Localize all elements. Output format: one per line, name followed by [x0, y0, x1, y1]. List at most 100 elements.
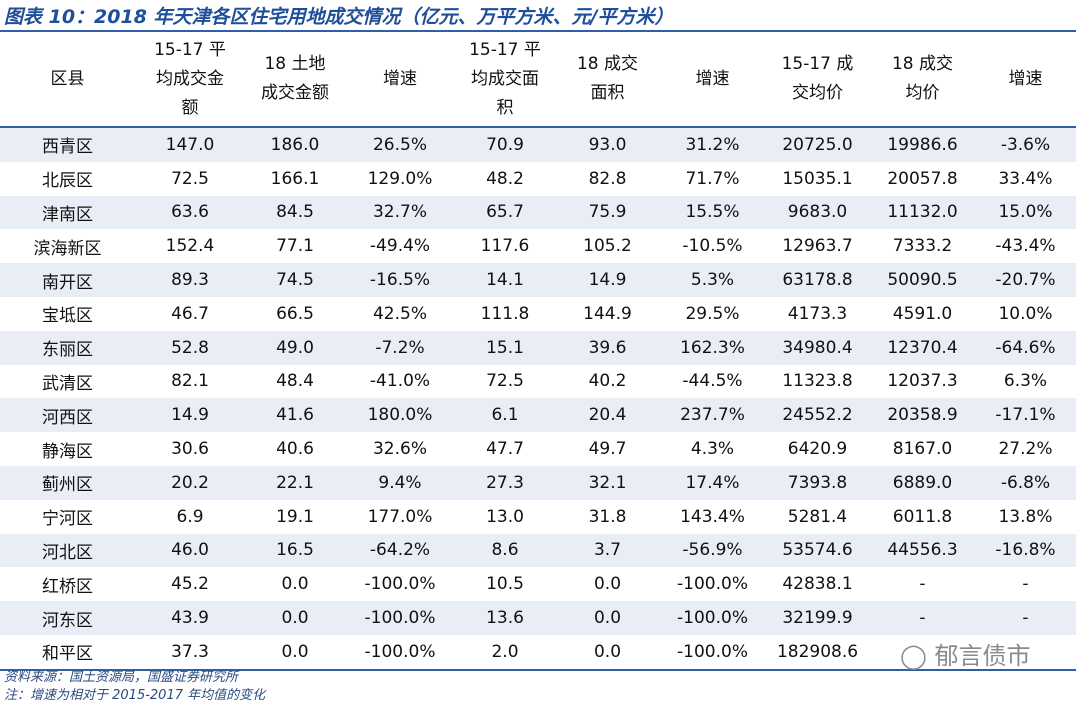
header-cell: 增速 — [975, 31, 1076, 128]
watermark-text: 郁言债市 — [934, 642, 1031, 670]
value-cell: 19.1 — [276, 506, 314, 527]
value-cell: 12963.7 — [782, 236, 853, 257]
value-cell: 13.6 — [455, 601, 555, 635]
value-cell: 11132.0 — [870, 195, 975, 230]
value-cell: -43.4% — [995, 236, 1056, 257]
value-cell: 71.7% — [685, 168, 740, 189]
value-cell: 6.9 — [176, 506, 204, 527]
value-cell: 105.2 — [583, 236, 632, 257]
value-cell: 44556.3 — [870, 533, 975, 568]
value-cell: 93.0 — [555, 127, 660, 162]
value-cell: 82.1 — [171, 371, 209, 392]
header-cell: 增速 — [660, 31, 765, 128]
value-cell: -44.5% — [682, 371, 743, 392]
value-cell: 13.8% — [998, 506, 1053, 527]
header-line: 均成交金 — [156, 68, 224, 89]
value-cell: 82.8 — [588, 168, 627, 189]
header-line: 15-17 平 — [469, 39, 541, 60]
value-cell: 143.4% — [680, 506, 745, 527]
value-cell: 77.1 — [276, 236, 314, 257]
value-cell: 74.5 — [245, 263, 345, 297]
value-cell: 84.5 — [245, 195, 345, 230]
value-cell: 152.4 — [165, 236, 215, 257]
district-cell: 河西区 — [0, 398, 135, 433]
value-cell: 70.9 — [455, 127, 555, 162]
value-cell: 6011.8 — [892, 506, 953, 527]
value-cell: 47.7 — [486, 439, 524, 460]
value-cell: 34980.4 — [765, 330, 870, 365]
value-cell: 0.0 — [555, 601, 660, 635]
value-cell: 14.1 — [455, 263, 555, 297]
table-row: 和平区 37.3 0.0 -100.0% 2.0 0.0 -100.0% 182908.6 — [0, 635, 1076, 670]
value-cell: 52.8 — [135, 330, 245, 365]
value-cell: 26.5% — [345, 127, 455, 162]
district-cell: 河东区 — [0, 601, 135, 635]
value-cell: 4173.3 — [787, 303, 848, 324]
value-cell: 41.6 — [245, 398, 345, 433]
value-cell: -100.0% — [677, 641, 748, 662]
table-body: 西青区 147.0 186.0 26.5% 70.9 93.0 31.2% 20725.0 19… — [0, 127, 1076, 670]
value-cell: 20.4 — [555, 398, 660, 433]
table-row: 河东区 43.9 0.0 -100.0% 13.6 0.0 -100.0% 32199.9- - — [0, 601, 1076, 635]
table-row: 河西区 14.9 41.6 180.0% 6.1 20.4 237.7% 24552.2 203… — [0, 398, 1076, 433]
value-cell: 15.5% — [660, 195, 765, 230]
value-cell: 20358.9 — [870, 398, 975, 433]
header-line: 增速 — [383, 68, 417, 89]
header-line: 18 成交 — [891, 54, 954, 74]
value-cell: 0.0 — [593, 574, 622, 595]
value-cell: -7.2% — [345, 330, 455, 365]
header-cell: 增速 — [345, 31, 455, 128]
value-cell: - — [1022, 574, 1029, 595]
district-cell: 西青区 — [0, 127, 135, 162]
header-line: 均价 — [905, 83, 940, 103]
table-row: 武清区 82.1 48.4 -41.0% 72.5 40.2 -44.5% 11323.8 12… — [0, 365, 1076, 399]
value-cell: 6.3% — [1003, 371, 1048, 392]
value-cell: - — [975, 601, 1076, 635]
value-cell: - — [919, 574, 926, 595]
header-line: 交均价 — [792, 83, 843, 103]
value-cell: 3.7 — [555, 533, 660, 568]
table-row: 静海区 30.6 40.6 32.6% 47.7 49.7 4.3% 6420.9 8167.0… — [0, 432, 1076, 466]
value-cell: -16.5% — [345, 263, 455, 297]
header-cell: 15-17 成交均价 — [765, 31, 870, 128]
value-cell: -16.8% — [975, 533, 1076, 568]
data-table: 区县 15-17 平均成交金额 18 土地 成交金额 增速 15-17 平均成交面积 18 … — [0, 30, 1076, 671]
value-cell: 144.9 — [583, 303, 632, 324]
value-cell: -10.5% — [682, 236, 743, 257]
value-cell: -3.6% — [975, 127, 1076, 162]
value-cell: 9683.0 — [765, 195, 870, 230]
value-cell: 40.2 — [588, 371, 627, 392]
district-cell: 南开区 — [0, 263, 135, 297]
watermark: ◯ 郁言债市 — [900, 636, 1031, 671]
value-cell: 72.5 — [171, 168, 209, 189]
value-cell: 66.5 — [276, 303, 314, 324]
value-cell: -100.0% — [364, 574, 436, 595]
value-cell: 75.9 — [555, 195, 660, 230]
value-cell: 32.1 — [555, 465, 660, 500]
value-cell: 6889.0 — [870, 465, 975, 500]
value-cell: 43.9 — [135, 601, 245, 635]
value-cell: 29.5% — [685, 303, 740, 324]
value-cell: 53574.6 — [765, 533, 870, 568]
value-cell: 10.5 — [486, 574, 524, 595]
value-cell: 16.5 — [245, 533, 345, 568]
header-line: 面积 — [590, 83, 625, 103]
district-cell: 东丽区 — [0, 330, 135, 365]
table-row: 北辰区 72.5 166.1 129.0% 48.2 82.8 71.7% 15035.1 20… — [0, 162, 1076, 196]
district-cell: 宁河区 — [42, 509, 93, 530]
header-cell: 18 成交均价 — [870, 31, 975, 128]
value-cell: 7393.8 — [765, 465, 870, 500]
value-cell: -100.0% — [364, 641, 436, 662]
header-line: 15-17 平 — [154, 39, 226, 60]
value-cell: 0.0 — [245, 601, 345, 635]
value-cell: 32.6% — [372, 439, 427, 460]
district-cell: 滨海新区 — [33, 238, 102, 259]
value-cell: 15.0% — [975, 195, 1076, 230]
value-cell: 22.1 — [245, 465, 345, 500]
value-cell: -100.0% — [345, 601, 455, 635]
table-row: 滨海新区 152.4 77.1 -49.4% 117.6 105.2 -10.5% 12963… — [0, 229, 1076, 263]
value-cell: 14.9 — [135, 398, 245, 433]
value-cell: 15.1 — [455, 330, 555, 365]
table-row: 津南区 63.6 84.5 32.7% 65.7 75.9 15.5% 9683.0 11132… — [0, 195, 1076, 230]
